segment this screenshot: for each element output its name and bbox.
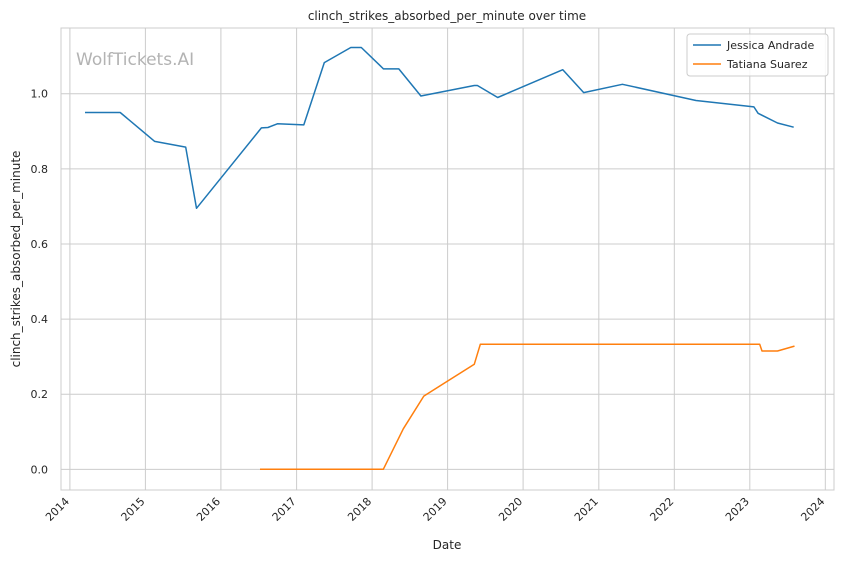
y-tick-label: 0.0 — [31, 463, 49, 476]
x-tick-labels: 2014 2015 2016 2017 2018 2019 2020 2021 2022 2023… — [43, 495, 827, 524]
series-lines — [85, 46, 795, 471]
legend-label-tatiana-suarez: Tatiana Suarez — [726, 58, 808, 71]
legend: Jessica Andrade Tatiana Suarez — [686, 33, 829, 77]
x-axis-label: Date — [433, 538, 462, 552]
x-tick-label: 2020 — [496, 495, 525, 524]
x-tick-label: 2022 — [647, 495, 676, 524]
legend-label-jessica-andrade: Jessica Andrade — [726, 39, 815, 52]
y-tick-label: 0.6 — [31, 238, 49, 251]
x-tick-label: 2021 — [572, 495, 601, 524]
x-tick-label: 2024 — [798, 495, 827, 524]
y-tick-label: 0.8 — [31, 163, 49, 176]
y-tick-label: 0.4 — [31, 313, 49, 326]
y-tick-label: 0.2 — [31, 388, 49, 401]
series-line-jessica-andrade — [85, 46, 794, 210]
y-axis-label: clinch_strikes_absorbed_per_minute — [9, 151, 23, 368]
y-tick-label: 1.0 — [31, 88, 49, 101]
watermark: WolfTickets.AI — [76, 50, 194, 70]
x-tick-label: 2018 — [345, 495, 374, 524]
y-tick-labels: 0.0 0.2 0.4 0.6 0.8 1.0 — [31, 88, 49, 477]
series-line-tatiana-suarez — [260, 343, 795, 471]
x-tick-label: 2017 — [270, 495, 299, 524]
x-tick-label: 2019 — [421, 495, 450, 524]
legend-box — [686, 33, 829, 77]
chart-title: clinch_strikes_absorbed_per_minute over … — [308, 9, 586, 23]
x-tick-label: 2023 — [723, 495, 752, 524]
x-tick-label: 2014 — [43, 495, 72, 524]
x-tick-label: 2015 — [119, 495, 148, 524]
x-tick-label: 2016 — [194, 495, 223, 524]
grid-lines — [61, 28, 834, 490]
